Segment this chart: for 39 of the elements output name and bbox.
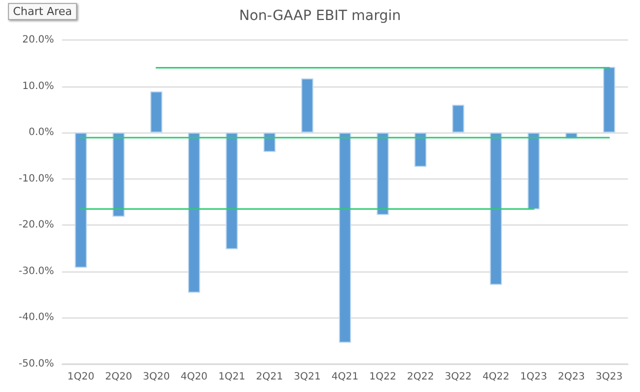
bar xyxy=(301,78,314,133)
y-tick-label: -20.0% xyxy=(18,220,54,231)
bar xyxy=(338,132,352,343)
y-tick-label: 10.0% xyxy=(22,80,54,92)
x-tick-label: 3Q21 xyxy=(294,372,321,382)
bar xyxy=(188,132,200,293)
x-tick-label: 2Q22 xyxy=(406,372,434,382)
x-tick-label: 2Q21 xyxy=(256,372,284,382)
x-tick-label: 1Q20 xyxy=(67,372,94,382)
bar xyxy=(376,132,389,215)
x-tick-label: 4Q21 xyxy=(332,372,358,382)
x-tick-label: 2Q23 xyxy=(558,372,585,382)
y-tick-label: -10.0% xyxy=(18,173,54,184)
bar xyxy=(150,91,162,133)
x-tick-label: 4Q22 xyxy=(482,372,510,382)
x-tick-label: 3Q23 xyxy=(596,372,623,382)
y-tick-label: 20.0% xyxy=(22,34,54,46)
y-tick-label: 0.0% xyxy=(28,127,54,138)
chart-title: Non-GAAP EBIT margin xyxy=(239,8,401,24)
bar xyxy=(452,104,464,133)
y-tick-label: -50.0% xyxy=(18,358,54,370)
bar xyxy=(414,132,427,167)
y-tick-label: -30.0% xyxy=(18,266,54,277)
x-tick-label: 3Q20 xyxy=(142,372,170,382)
bar xyxy=(490,132,502,285)
y-tick-label: -40.0% xyxy=(18,312,54,324)
x-tick-label: 3Q22 xyxy=(444,372,472,382)
bar xyxy=(603,66,616,133)
x-tick-label: 1Q23 xyxy=(520,372,548,382)
x-tick-label: 4Q20 xyxy=(180,372,208,382)
x-tick-label: 1Q21 xyxy=(218,372,246,382)
x-tick-label: 1Q22 xyxy=(369,372,396,382)
x-tick-label: 2Q20 xyxy=(105,372,132,382)
bar xyxy=(263,132,276,152)
bar xyxy=(226,132,238,250)
bar xyxy=(528,132,540,210)
bar xyxy=(112,132,125,217)
text: Chart Area xyxy=(8,3,78,20)
bar xyxy=(74,132,87,268)
